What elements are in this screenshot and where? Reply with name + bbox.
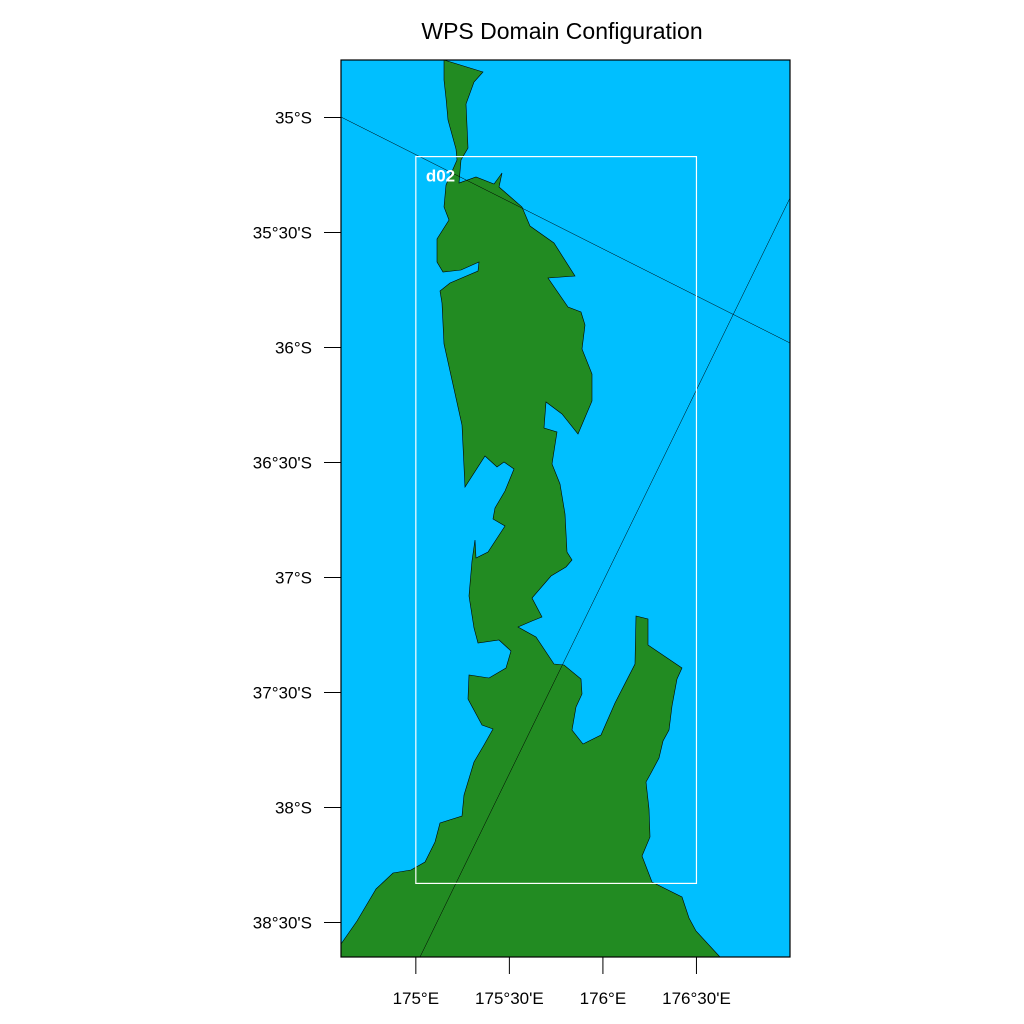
- latitude-axis: 35°S 35°30'S 36°S 36°30'S 37°S 37°30'S 38°S 38°…: [253, 109, 341, 933]
- domain-label: d02: [426, 167, 455, 186]
- new-zealand-north-island: [341, 60, 721, 957]
- lat-tick-label: 35°30'S: [253, 224, 312, 243]
- domain-boundary-box: [415, 156, 698, 884]
- lat-tick-label: 35°S: [275, 109, 312, 128]
- lat-tick-label: 36°S: [275, 339, 312, 358]
- longitude-axis: 175°E 175°30'E 176°E 176°30'E: [393, 957, 731, 1008]
- map-gridline: [341, 116, 790, 344]
- map-title: WPS Domain Configuration: [421, 18, 702, 44]
- lat-tick-label: 37°S: [275, 569, 312, 588]
- lon-tick-label: 176°30'E: [662, 989, 731, 1008]
- lon-tick-label: 176°E: [580, 989, 627, 1008]
- nested-domain-d02: d02: [415, 156, 698, 884]
- lat-tick-label: 38°30'S: [253, 914, 312, 933]
- lat-tick-label: 36°30'S: [253, 454, 312, 473]
- lon-tick-label: 175°30'E: [475, 989, 544, 1008]
- land-layer: [341, 60, 790, 957]
- lat-tick-label: 38°S: [275, 799, 312, 818]
- lon-tick-label: 175°E: [393, 989, 440, 1008]
- map-frame: [340, 59, 791, 958]
- lat-tick-label: 37°30'S: [253, 684, 312, 703]
- map-gridline: [419, 197, 790, 957]
